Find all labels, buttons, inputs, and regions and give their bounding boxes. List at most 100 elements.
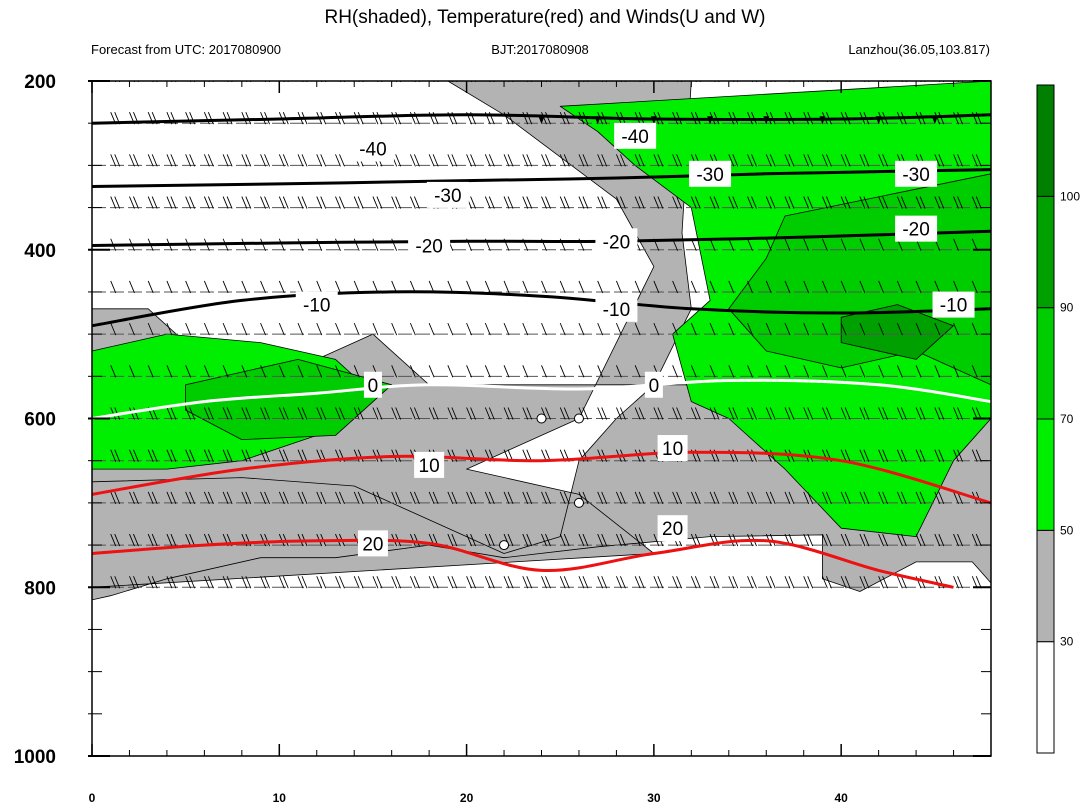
wind-barb [260, 365, 266, 378]
wind-barb [381, 81, 383, 83]
wind-barb [957, 449, 963, 462]
wind-barb [227, 81, 229, 83]
wind-barb [765, 491, 772, 505]
wind-barb [878, 322, 885, 336]
wind-barb [563, 407, 570, 420]
wind-barb [639, 81, 641, 83]
wind-barb [915, 365, 922, 378]
wind-barb [582, 154, 589, 167]
wind-barb [278, 365, 285, 378]
wind-barb [203, 491, 210, 505]
wind-barb [189, 449, 196, 462]
wind-barb [335, 491, 341, 505]
contour-label: -10 [603, 300, 630, 321]
wind-barb [822, 533, 828, 547]
wind-barb [975, 449, 982, 462]
wind-barb [751, 81, 753, 83]
wind-barb [900, 491, 907, 505]
wind-barb [324, 81, 327, 83]
wind-barb [601, 196, 608, 209]
wind-barb [241, 449, 248, 462]
wind-barb [597, 407, 604, 420]
wind-barb [601, 81, 604, 83]
contour-label: -20 [415, 237, 442, 258]
wind-barb [222, 365, 229, 378]
wind-barb [676, 576, 683, 589]
wind-barb [147, 576, 154, 589]
wind-barb [694, 533, 701, 547]
wind-barb [526, 533, 533, 547]
wind-barb [563, 576, 570, 589]
contour-label-box [295, 291, 338, 318]
wind-barb [653, 280, 660, 294]
wind-barb [222, 280, 229, 294]
wind-barb [447, 491, 454, 505]
wind-barb [545, 407, 551, 420]
calm-wind-circle [536, 413, 547, 424]
wind-barb [114, 576, 121, 589]
wind-barb [672, 365, 679, 378]
wind-barb [151, 196, 158, 209]
wind-barb [226, 576, 233, 589]
wind-barb [601, 407, 608, 420]
wind-barb [938, 533, 945, 547]
wind-barb [301, 407, 308, 420]
wind-barb [559, 407, 566, 420]
wind-barb [672, 407, 679, 420]
wind-barb [306, 81, 308, 83]
wind-barb [522, 154, 529, 167]
wind-barb [391, 365, 398, 378]
wind-barb [863, 449, 870, 462]
wind-barb [503, 280, 510, 294]
wind-barb [208, 81, 210, 83]
wind-barb [882, 491, 889, 505]
wind-barb [765, 576, 772, 589]
wind-barb [503, 196, 510, 209]
wind-barb [264, 533, 270, 547]
wind-barb [859, 322, 866, 336]
temperature-contour [92, 538, 954, 589]
wind-barb [260, 491, 266, 505]
wind-barb [878, 491, 885, 505]
wind-barb [413, 154, 420, 167]
wind-barb [110, 576, 117, 589]
contour-label: 10 [662, 439, 683, 460]
wind-barb [114, 491, 121, 505]
wind-barb [353, 322, 360, 336]
wind-barb [316, 576, 323, 589]
wind-barb [129, 154, 135, 167]
wind-barb [765, 280, 772, 294]
wind-barb [957, 154, 963, 167]
wind-barb [451, 154, 458, 167]
wind-barb [466, 365, 472, 378]
wind-barb [320, 407, 327, 420]
wind-barb [297, 154, 304, 167]
wind-barb [938, 112, 945, 125]
wind-barb [245, 112, 252, 125]
wind-barb [878, 365, 885, 378]
wind-barb [114, 196, 121, 209]
wind-barb [484, 491, 491, 505]
wind-barb [784, 365, 791, 378]
wind-barb [934, 280, 941, 294]
wind-barb [185, 533, 192, 547]
wind-barb [938, 449, 945, 462]
wind-barb [971, 449, 978, 462]
wind-barb [747, 196, 753, 209]
contour-label: -20 [902, 220, 929, 241]
wind-barb [653, 154, 660, 167]
wind-barb [728, 280, 735, 294]
wind-barb [226, 112, 233, 125]
wind-barb [297, 576, 304, 589]
wind-barb [133, 196, 139, 209]
wind-barb [582, 576, 589, 589]
wind-barb [638, 533, 645, 547]
wind-barb [747, 280, 753, 294]
wind-barb [634, 491, 641, 505]
x-tick-label: 40 [834, 791, 848, 805]
contour-label: -30 [902, 165, 929, 186]
wind-barb [451, 81, 454, 83]
wind-barb [507, 407, 514, 420]
wind-barb [901, 81, 903, 83]
wind-barb [203, 280, 210, 294]
